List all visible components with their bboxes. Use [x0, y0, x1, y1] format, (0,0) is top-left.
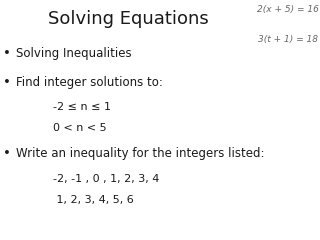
Text: •: • — [3, 147, 11, 160]
Text: -2, -1 , 0 , 1, 2, 3, 4: -2, -1 , 0 , 1, 2, 3, 4 — [53, 174, 159, 184]
Text: 0 < n < 5: 0 < n < 5 — [53, 123, 107, 133]
Text: 3(t + 1) = 18: 3(t + 1) = 18 — [259, 35, 318, 44]
Text: Solving Inequalities: Solving Inequalities — [16, 48, 132, 60]
Text: Find integer solutions to:: Find integer solutions to: — [16, 76, 163, 89]
Text: -2 ≤ n ≤ 1: -2 ≤ n ≤ 1 — [53, 102, 111, 112]
Text: •: • — [3, 48, 11, 60]
Text: 2(x + 5) = 16: 2(x + 5) = 16 — [257, 5, 318, 14]
Text: Write an inequality for the integers listed:: Write an inequality for the integers lis… — [16, 147, 265, 160]
Text: •: • — [3, 76, 11, 89]
Text: Solving Equations: Solving Equations — [48, 10, 208, 28]
Text: 1, 2, 3, 4, 5, 6: 1, 2, 3, 4, 5, 6 — [53, 195, 133, 205]
